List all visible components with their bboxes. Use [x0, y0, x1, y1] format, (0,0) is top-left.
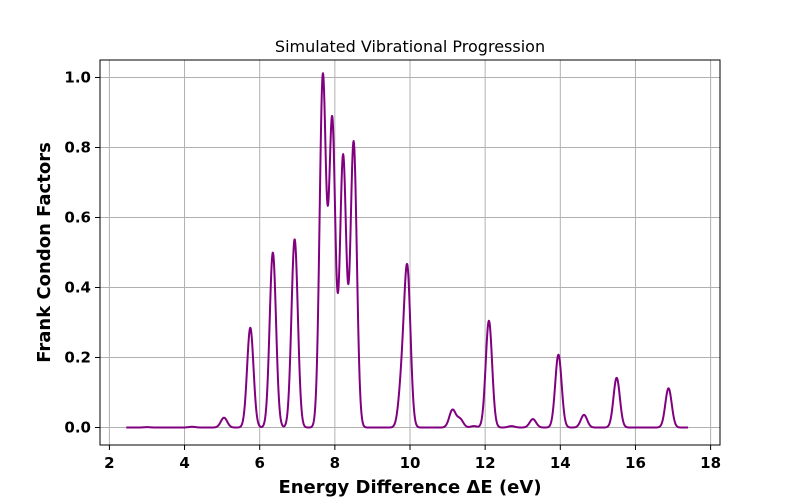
x-tick-label: 16 — [625, 454, 646, 472]
x-tick-label: 10 — [400, 454, 421, 472]
x-tick-label: 12 — [475, 454, 496, 472]
y-tick-label: 1.0 — [64, 69, 91, 87]
y-tick-label: 0.6 — [64, 209, 91, 227]
y-tick-label: 0.0 — [64, 419, 91, 437]
y-axis-label: Frank Condon Factors — [34, 142, 55, 363]
grid — [100, 60, 720, 445]
x-tick-label: 8 — [330, 454, 340, 472]
x-tick-label: 4 — [179, 454, 189, 472]
x-tick-label: 6 — [254, 454, 264, 472]
y-tick-label: 0.8 — [64, 139, 91, 157]
x-tick-label: 18 — [700, 454, 721, 472]
axis-ticks: 2 4 6 8 10 12 14 16 18 0.0 0.2 0.4 0.6 0.8 1.0 — [64, 69, 721, 473]
y-tick-label: 0.4 — [64, 279, 91, 297]
spectrum-line — [125, 72, 689, 429]
chart-title: Simulated Vibrational Progression — [275, 37, 545, 56]
x-tick-label: 2 — [104, 454, 114, 472]
series-layer — [125, 72, 689, 429]
x-axis-label: Energy Difference ΔE (eV) — [278, 477, 541, 498]
x-tick-label: 14 — [550, 454, 571, 472]
y-tick-label: 0.2 — [64, 349, 91, 367]
